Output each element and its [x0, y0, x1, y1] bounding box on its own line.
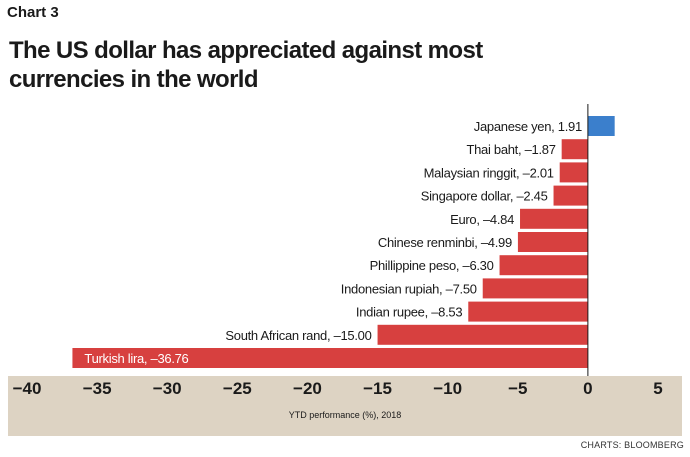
- bar-thai-baht: [561, 139, 588, 160]
- bar-label: Phillippine peso, –6.30: [370, 258, 494, 273]
- x-tick-label: −30: [153, 379, 182, 398]
- axis-band: [8, 376, 682, 436]
- bar-label: Euro, –4.84: [450, 212, 514, 227]
- bar-indonesian-rupiah: [482, 278, 588, 299]
- x-tick-label: −15: [363, 379, 392, 398]
- x-tick-label: −10: [433, 379, 462, 398]
- x-axis-label: YTD performance (%), 2018: [289, 410, 402, 420]
- bar-singapore-dollar: [553, 185, 588, 206]
- source-note: CHARTS: BLOOMBERG: [580, 440, 684, 450]
- bar-label: Chinese renminbi, –4.99: [378, 235, 512, 250]
- chart-title: The US dollar has appreciated against mo…: [9, 37, 483, 93]
- bar-label: Indian rupee, –8.53: [356, 305, 462, 320]
- x-tick-label: 5: [653, 379, 662, 398]
- bar-euro: [520, 208, 588, 229]
- bar-turkish-lira: [72, 348, 588, 368]
- bar-label: Thai baht, –1.87: [466, 142, 555, 157]
- bar-indian-rupee: [468, 301, 588, 322]
- bar-label: Indonesian rupiah, –7.50: [341, 281, 477, 296]
- bar-chinese-renminbi: [517, 232, 588, 252]
- bar-label: Malaysian ringgit, –2.01: [424, 165, 554, 180]
- bar-label: South African rand, –15.00: [225, 328, 371, 343]
- x-tick-label: −35: [83, 379, 112, 398]
- x-tick-label: −5: [508, 379, 527, 398]
- bar-label: Japanese yen, 1.91: [474, 119, 582, 134]
- bars: [72, 116, 615, 368]
- chart-number-label: Chart 3: [7, 4, 59, 21]
- x-tick-label: −40: [13, 379, 42, 398]
- bar-label: Singapore dollar, –2.45: [421, 189, 548, 204]
- bar-phillippine-peso: [499, 255, 588, 276]
- bar-labels: Japanese yen, 1.91 Thai baht, –1.87 Malays…: [84, 119, 582, 366]
- x-tick-label: −20: [293, 379, 322, 398]
- x-tick-label: −25: [223, 379, 252, 398]
- bar-malaysian-ringgit: [559, 162, 588, 183]
- x-tick-labels: −40 −35 −30 −25 −20 −15 −10 −5 0 5: [13, 379, 663, 398]
- bar-japanese-yen: [587, 116, 615, 136]
- bar-south-african-rand: [377, 324, 588, 345]
- bar-label: Turkish lira, –36.76: [84, 351, 188, 366]
- x-tick-label: 0: [583, 379, 592, 398]
